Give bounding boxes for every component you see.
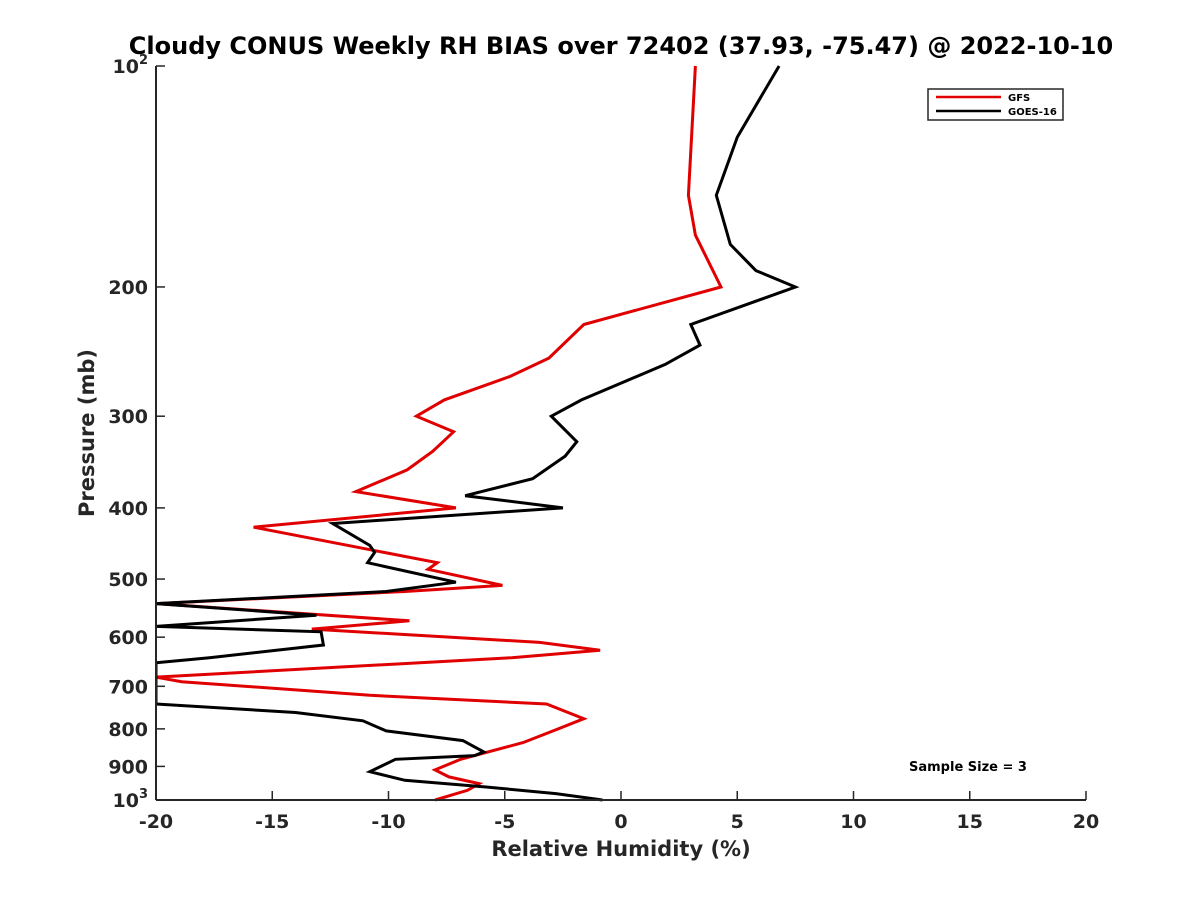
series-layer	[156, 65, 800, 802]
legend-box	[927, 88, 1064, 121]
x-tick-label: 15	[957, 811, 983, 833]
x-tick-label: 10	[840, 811, 866, 833]
x-tick-label: -20	[139, 811, 173, 833]
legend: GFS GOES-16	[927, 88, 1064, 121]
x-tick-label: -10	[371, 811, 405, 833]
x-axis-label: Relative Humidity (%)	[491, 837, 750, 861]
legend-label-goes16: GOES-16	[1008, 107, 1057, 118]
x-tick-label: 20	[1073, 811, 1099, 833]
y-tick-label: 600	[108, 627, 148, 649]
x-tick-label: -15	[255, 811, 289, 833]
x-tick-label: -5	[494, 811, 515, 833]
y-tick-label: 800	[108, 719, 148, 741]
sample-size-annotation: Sample Size = 3	[909, 760, 1027, 775]
y-axis-label: Pressure (mb)	[75, 349, 99, 517]
legend-label-gfs: GFS	[1008, 93, 1030, 104]
y-tick-label: 200	[108, 277, 148, 299]
y-tick-label: 500	[108, 569, 148, 591]
y-tick-label: 400	[108, 498, 148, 520]
x-tick-label: 0	[614, 811, 627, 833]
tick-layer: -20 -15 -10 -5 0 5 10 15 20102200300400500600700…	[108, 53, 1099, 833]
y-tick-label: 700	[108, 676, 148, 698]
chart-title: Cloudy CONUS Weekly RH BIAS over 72402 (…	[129, 32, 1113, 60]
y-tick-label: 300	[108, 406, 148, 428]
y-tick-label: 900	[108, 756, 148, 778]
x-tick-label: 5	[731, 811, 744, 833]
series-line-goes16	[156, 65, 800, 802]
